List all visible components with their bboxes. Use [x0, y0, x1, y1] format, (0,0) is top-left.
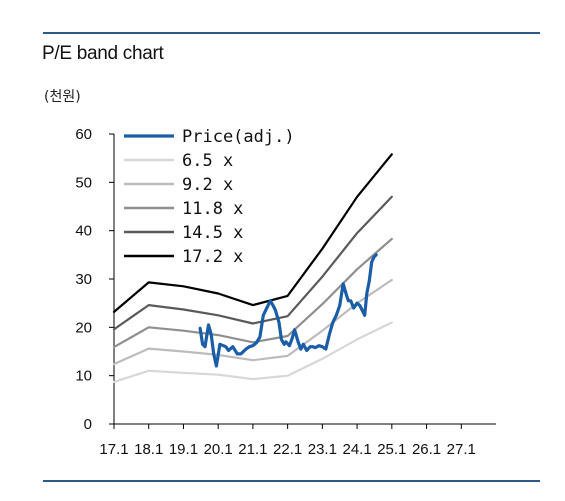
- series-line-9-2-x: [112, 278, 393, 366]
- x-tick-label: 25.1: [377, 441, 406, 458]
- legend-entry: 9.2 x: [182, 175, 233, 195]
- chart-legend: Price(adj.) 6.5 x 9.2 x 11.8 x 14.5 x 17.2 x: [124, 127, 295, 267]
- legend-entry: Price(adj.): [182, 127, 295, 147]
- x-tick-label: 24.1: [342, 441, 371, 458]
- series-line-17-2-x: [112, 153, 393, 313]
- x-tick-label: 19.1: [169, 441, 198, 458]
- y-tick-label: 0: [84, 416, 92, 433]
- legend-entry: 14.5 x: [182, 223, 243, 243]
- top-divider: [43, 32, 540, 34]
- x-tick-label: 21.1: [238, 441, 267, 458]
- x-tick-label: 23.1: [308, 441, 337, 458]
- series-line-14-5-x: [112, 195, 393, 331]
- x-tick-label: 26.1: [412, 441, 441, 458]
- chart-axes: 0 10 20 30 40 50 60 17.1 18.1 19.1 20.1 21.1 22.1 23.…: [75, 126, 496, 458]
- y-tick-label: 50: [75, 174, 92, 191]
- page-title: P/E band chart: [42, 43, 164, 64]
- bottom-divider: [43, 480, 540, 482]
- chart-series: [112, 153, 393, 383]
- legend-entry: 11.8 x: [182, 199, 243, 219]
- series-line-price-adj: [198, 253, 378, 368]
- x-tick-label: 17.1: [99, 441, 128, 458]
- x-tick-label: 18.1: [134, 441, 163, 458]
- unit-label: (천원): [44, 89, 81, 105]
- y-tick-label: 20: [75, 319, 92, 336]
- series-line-11-8-x: [112, 237, 393, 349]
- legend-entry: 17.2 x: [182, 247, 243, 267]
- x-tick-label: 22.1: [273, 441, 302, 458]
- x-tick-label: 27.1: [447, 441, 476, 458]
- y-tick-label: 60: [75, 126, 92, 143]
- y-tick-label: 30: [75, 271, 92, 288]
- series-line-6-5-x: [112, 321, 393, 383]
- y-tick-label: 10: [75, 368, 92, 385]
- x-tick-label: 20.1: [204, 441, 233, 458]
- legend-entry: 6.5 x: [182, 151, 233, 171]
- y-tick-label: 40: [75, 223, 92, 240]
